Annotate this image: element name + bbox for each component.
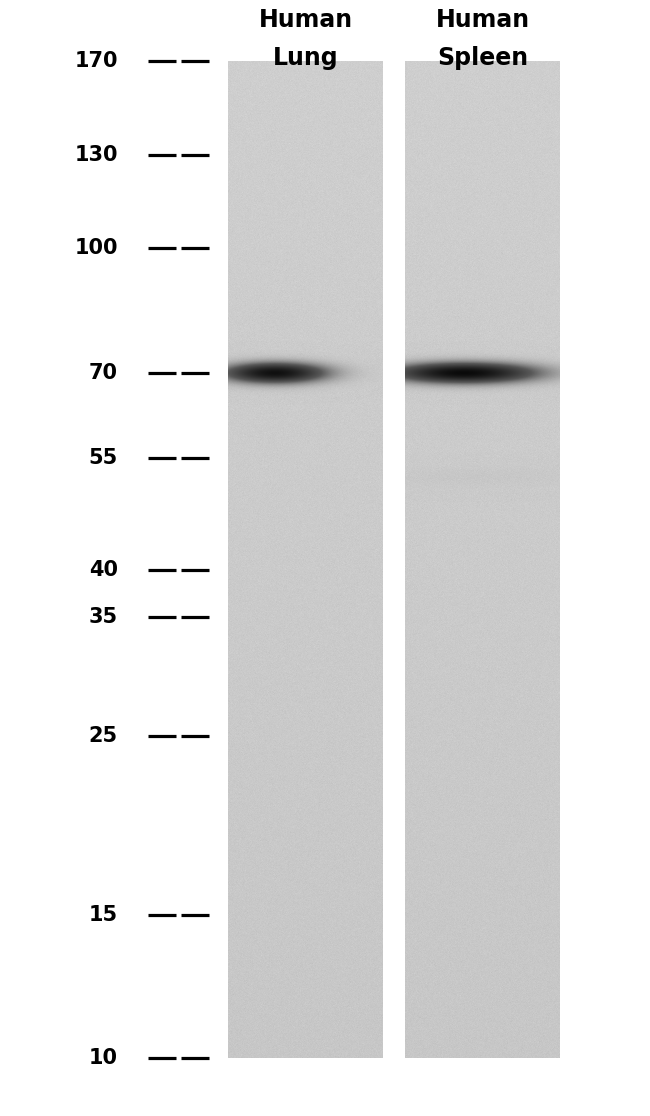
- Text: 25: 25: [89, 725, 118, 745]
- Text: 70: 70: [89, 363, 118, 383]
- Text: Human: Human: [259, 8, 352, 32]
- Text: 170: 170: [75, 51, 118, 71]
- Text: 130: 130: [75, 145, 118, 165]
- Text: Lung: Lung: [273, 46, 338, 70]
- Text: 10: 10: [89, 1048, 118, 1068]
- Text: 100: 100: [75, 238, 118, 258]
- Text: Spleen: Spleen: [437, 46, 528, 70]
- Text: 55: 55: [89, 449, 118, 468]
- Text: 15: 15: [89, 905, 118, 925]
- Text: 40: 40: [89, 560, 118, 580]
- Text: Human: Human: [436, 8, 530, 32]
- Text: 35: 35: [89, 607, 118, 627]
